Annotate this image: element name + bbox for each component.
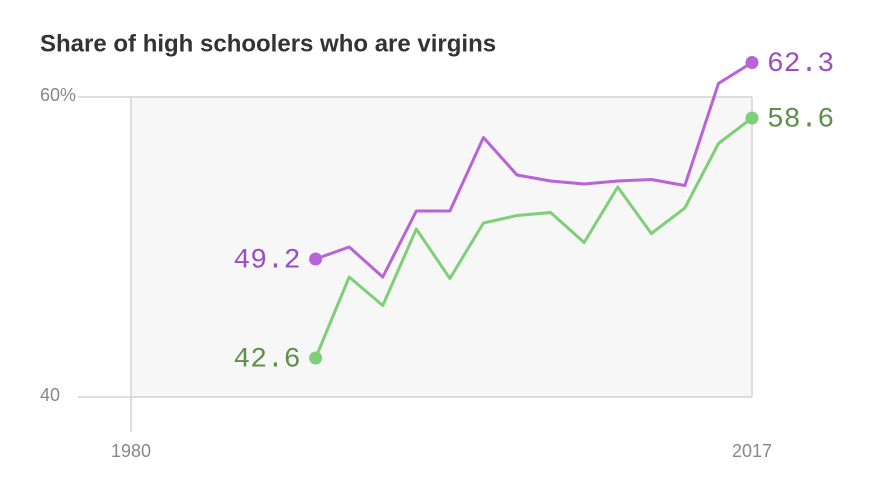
plot-background	[131, 97, 752, 397]
end-dot	[309, 351, 323, 365]
series-line	[315, 61, 753, 279]
x-tick-label: 2017	[732, 441, 772, 461]
y-tick-label: 40	[40, 385, 60, 405]
value-label: 62.3	[767, 49, 834, 80]
end-dot	[745, 56, 759, 69]
series-line	[314, 116, 753, 359]
value-label: 42.6	[233, 344, 300, 375]
y-tick-label: 60%	[40, 85, 76, 105]
value-label: 49.2	[233, 245, 300, 276]
end-dot	[745, 111, 759, 125]
end-dot	[309, 252, 323, 266]
chart-title: Share of high schoolers who are virgins	[40, 30, 496, 57]
x-tick-label: 1980	[111, 441, 151, 461]
value-label: 58.6	[767, 104, 834, 135]
